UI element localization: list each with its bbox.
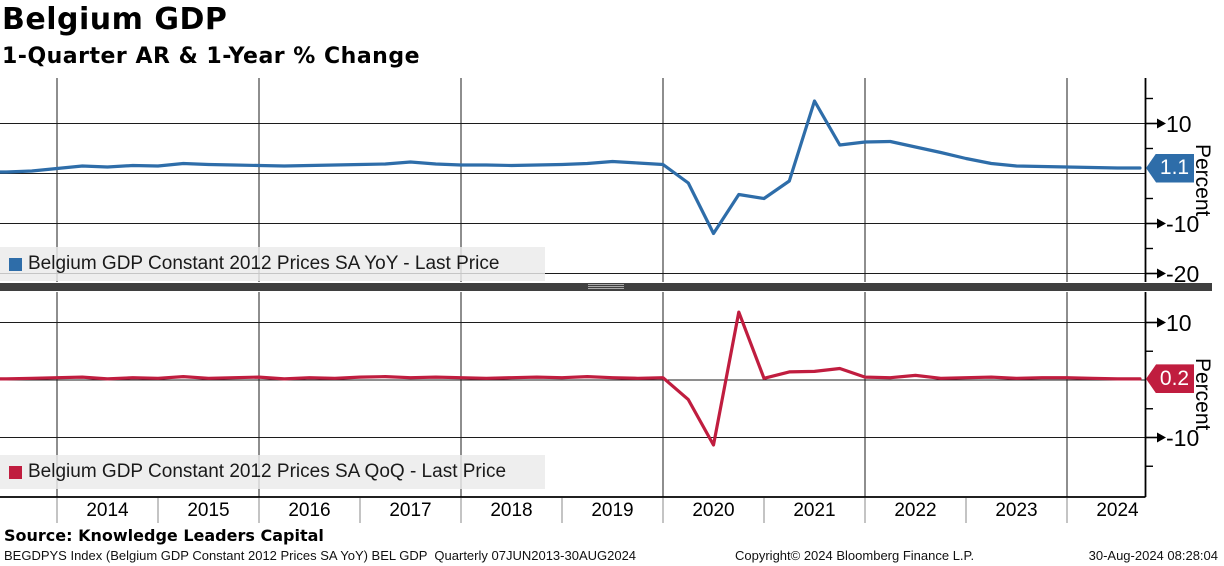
x-year-label: 2020 [692,500,735,521]
legend-qoq[interactable]: Belgium GDP Constant 2012 Prices SA QoQ … [0,455,545,489]
y-tick-label: 10 [1166,309,1192,336]
x-year-label: 2014 [86,500,129,521]
qoq-last-price-badge: 0.2 [1146,364,1194,394]
x-year-label: 2022 [894,500,937,521]
panel-splitter[interactable] [0,283,1212,291]
y-tick-label: -20 [1166,260,1200,287]
source-credit: Source: Knowledge Leaders Capital [4,526,324,545]
x-year-label: 2024 [1096,500,1139,521]
tick-arrow-icon [1157,118,1166,129]
tick-arrow-icon [1157,317,1166,328]
x-year-label: 2019 [591,500,634,521]
x-year-label: 2016 [288,500,331,521]
legend-yoy[interactable]: Belgium GDP Constant 2012 Prices SA YoY … [0,247,545,281]
yoy-last-price-badge: 1.1 [1146,153,1194,183]
tick-arrow-icon [1157,432,1166,443]
qoq-legend-label: Belgium GDP Constant 2012 Prices SA QoQ … [28,461,507,482]
x-year-label: 2018 [490,500,533,521]
page-title: Belgium GDP [2,2,228,37]
timestamp: 30-Aug-2024 08:28:04 [1088,548,1218,563]
page-subtitle: 1-Quarter AR & 1-Year % Change [2,44,420,69]
copyright-notice: Copyright© 2024 Bloomberg Finance L.P. [735,548,975,563]
yoy-legend-label: Belgium GDP Constant 2012 Prices SA YoY … [28,253,500,274]
tick-arrow-icon [1157,268,1166,279]
top-axis-unit-label: Percent [1191,143,1214,217]
qoq-legend-marker-icon [9,465,22,479]
tick-arrow-icon [1157,218,1166,229]
index-info: BEGDPYS Index (Belgium GDP Constant 2012… [4,548,637,563]
x-year-label: 2021 [793,500,836,521]
qoq-series-line [0,310,1142,447]
bottom-axis-unit-label: Percent [1191,358,1214,431]
yoy-legend-marker-icon [9,257,22,271]
x-year-label: 2017 [389,500,432,521]
x-year-label: 2015 [187,500,230,521]
yoy-series-line [0,99,1142,236]
x-year-label: 2023 [995,500,1038,521]
y-tick-label: -10 [1166,210,1200,237]
y-tick-label: -10 [1166,424,1200,451]
splitter-grip-icon[interactable] [588,284,624,290]
y-tick-label: 10 [1166,110,1192,137]
